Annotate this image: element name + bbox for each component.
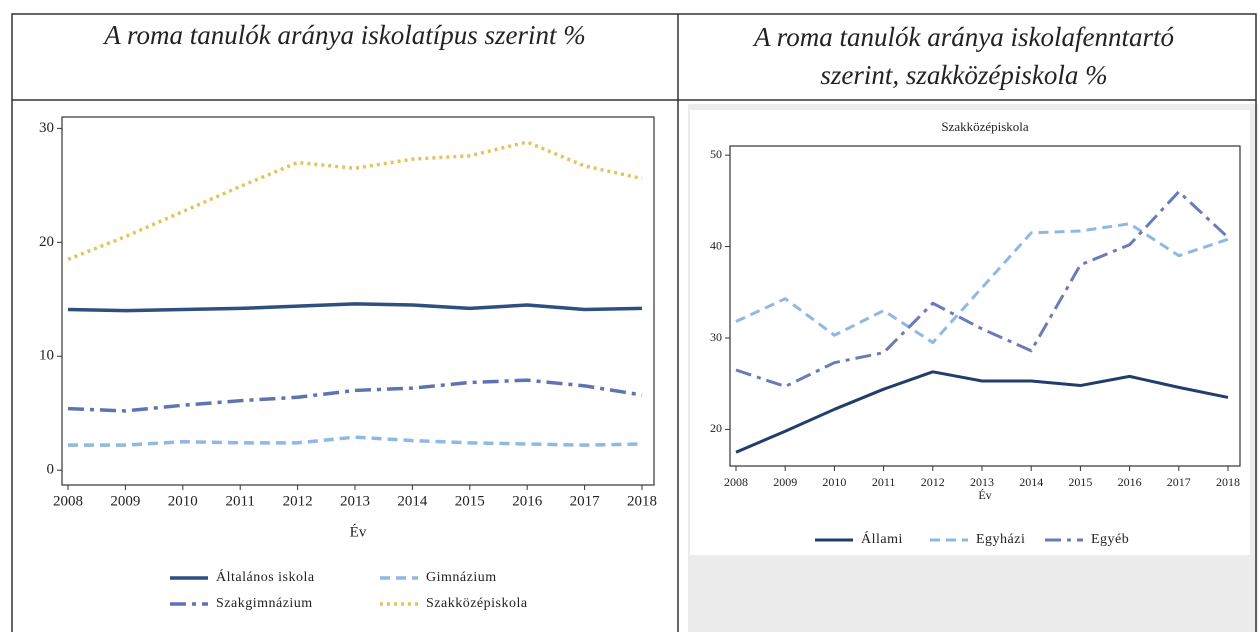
- y-tick-label: 40: [710, 238, 722, 252]
- x-tick-label: 2014: [1019, 475, 1043, 489]
- x-axis-label: Év: [978, 488, 991, 502]
- y-tick-label: 0: [47, 462, 55, 478]
- x-axis-label: Év: [350, 523, 367, 540]
- series-line: [68, 435, 643, 447]
- chart-title: Szakközépiskola: [941, 119, 1029, 134]
- series-line: [67, 302, 643, 313]
- header-right: A roma tanulók aránya iskolafenntartó sze…: [752, 22, 1174, 90]
- legend-label: Egyéb: [1091, 532, 1129, 547]
- legend-label: Szakközépiskola: [426, 596, 528, 611]
- series-line: [735, 190, 1230, 388]
- y-tick-label: 20: [39, 234, 54, 250]
- chart-background: [690, 110, 1250, 555]
- x-tick-label: 2015: [455, 493, 485, 509]
- x-tick-label: 2009: [110, 493, 140, 509]
- y-tick-label: 10: [39, 348, 54, 364]
- x-tick-label: 2011: [225, 493, 254, 509]
- y-tick-label: 30: [710, 330, 722, 344]
- y-tick-label: 50: [710, 147, 722, 161]
- legend-label: Szakgimnázium: [216, 596, 313, 611]
- series-line: [67, 140, 643, 262]
- legend-label: Egyházi: [976, 532, 1025, 547]
- header-left: A roma tanulók aránya iskolatípus szerin…: [102, 20, 586, 50]
- x-tick-label: 2008: [53, 493, 83, 509]
- x-tick-label: 2009: [773, 475, 797, 489]
- series-line: [735, 370, 1229, 454]
- series-line: [67, 378, 643, 413]
- plot-frame: [729, 145, 1241, 467]
- x-tick-label: 2008: [724, 475, 748, 489]
- y-tick-label: 20: [710, 421, 722, 435]
- x-tick-label: 2011: [872, 475, 896, 489]
- x-tick-label: 2017: [1167, 475, 1191, 489]
- x-tick-label: 2012: [921, 475, 945, 489]
- x-tick-label: 2018: [627, 493, 657, 509]
- x-tick-label: 2015: [1068, 475, 1092, 489]
- x-tick-label: 2013: [970, 475, 994, 489]
- plot-frame: [61, 116, 655, 486]
- x-tick-label: 2017: [570, 493, 601, 509]
- legend-label: Gimnázium: [426, 570, 497, 585]
- x-tick-label: 2010: [168, 493, 198, 509]
- x-tick-label: 2010: [822, 475, 846, 489]
- legend-label: Állami: [861, 530, 903, 547]
- legend-label: Általános iskola: [216, 568, 315, 585]
- table-border: [11, 13, 1257, 632]
- x-tick-label: 2016: [1118, 475, 1142, 489]
- x-tick-label: 2012: [283, 493, 313, 509]
- x-tick-label: 2014: [397, 493, 428, 509]
- x-tick-label: 2016: [512, 493, 543, 509]
- x-tick-label: 2013: [340, 493, 370, 509]
- x-tick-label: 2018: [1216, 475, 1240, 489]
- y-tick-label: 30: [39, 120, 54, 136]
